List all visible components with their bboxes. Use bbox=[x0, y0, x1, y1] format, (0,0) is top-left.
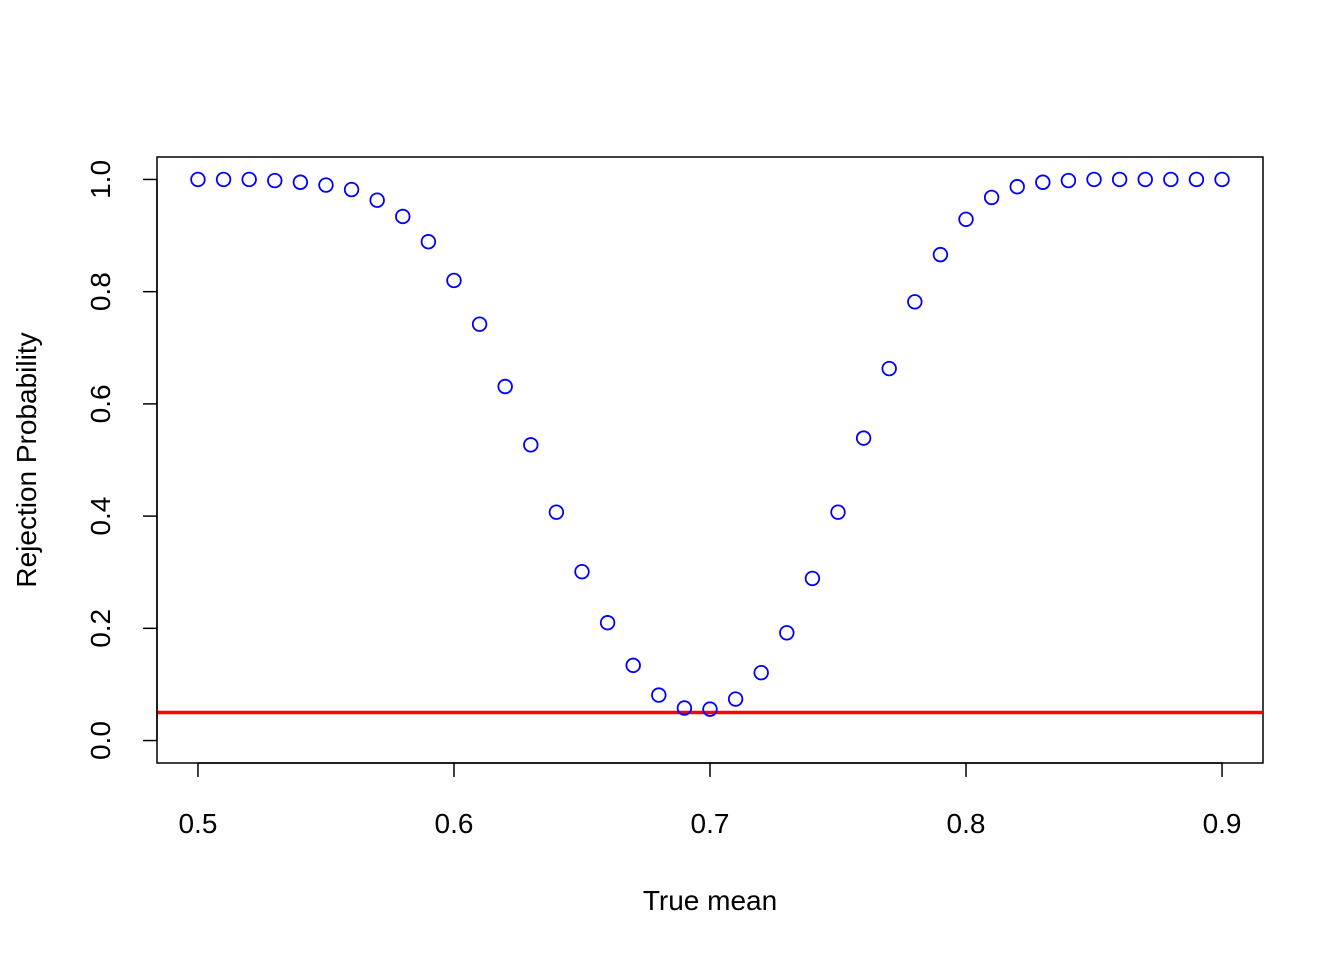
data-point bbox=[1214, 171, 1230, 188]
data-point bbox=[548, 504, 565, 520]
data-point bbox=[395, 208, 411, 225]
data-point bbox=[420, 234, 437, 250]
y-tick-label: 0.6 bbox=[85, 384, 116, 423]
data-point bbox=[830, 504, 846, 520]
data-point bbox=[855, 430, 872, 446]
y-axis-label: Rejection Probability bbox=[11, 332, 42, 587]
x-axis-label: True mean bbox=[643, 885, 777, 916]
data-point bbox=[343, 181, 360, 198]
data-point bbox=[804, 570, 821, 587]
data-point bbox=[1137, 171, 1153, 188]
data-point bbox=[1086, 171, 1102, 188]
data-point bbox=[932, 246, 949, 263]
data-point bbox=[1035, 174, 1051, 190]
points-layer bbox=[190, 171, 1230, 717]
data-point bbox=[727, 691, 744, 707]
data-point bbox=[983, 189, 1000, 206]
data-point bbox=[1060, 172, 1077, 189]
data-point bbox=[190, 171, 206, 188]
x-tick-label: 0.9 bbox=[1203, 808, 1242, 839]
data-point bbox=[676, 700, 693, 716]
y-tick-label: 0.8 bbox=[85, 272, 116, 311]
data-point bbox=[497, 378, 513, 395]
data-point bbox=[471, 316, 488, 332]
data-point bbox=[702, 701, 718, 717]
y-tick-label: 0.2 bbox=[85, 609, 116, 648]
data-point bbox=[651, 687, 667, 703]
plot-frame bbox=[156, 156, 1264, 764]
data-point bbox=[523, 437, 539, 453]
x-axis: 0.5 0.6 0.7 0.8 0.9 bbox=[178, 762, 1242, 839]
data-point bbox=[625, 657, 641, 674]
y-tick-label: 1.0 bbox=[85, 160, 116, 199]
data-point bbox=[1009, 179, 1025, 195]
data-point bbox=[753, 664, 769, 681]
x-tick-label: 0.7 bbox=[691, 808, 730, 839]
data-point bbox=[881, 360, 897, 377]
data-point bbox=[446, 272, 462, 289]
data-point bbox=[267, 172, 283, 189]
data-point bbox=[779, 625, 795, 641]
x-tick-label: 0.6 bbox=[435, 808, 474, 839]
data-point bbox=[1163, 171, 1179, 188]
data-point bbox=[907, 294, 923, 310]
data-point bbox=[599, 615, 616, 631]
x-tick-label: 0.5 bbox=[178, 808, 217, 839]
x-tick-label: 0.8 bbox=[947, 808, 986, 839]
data-point bbox=[241, 171, 257, 188]
data-point bbox=[1188, 171, 1205, 188]
y-axis: 0.0 0.2 0.4 0.6 0.8 1.0 bbox=[85, 160, 158, 760]
data-point bbox=[1111, 171, 1128, 188]
data-point bbox=[292, 174, 309, 190]
data-point bbox=[369, 192, 385, 208]
data-point bbox=[318, 177, 334, 193]
data-point bbox=[574, 563, 590, 580]
y-tick-label: 0.4 bbox=[85, 497, 116, 536]
data-point bbox=[958, 211, 974, 227]
y-tick-label: 0.0 bbox=[85, 721, 116, 760]
data-point bbox=[215, 171, 232, 188]
